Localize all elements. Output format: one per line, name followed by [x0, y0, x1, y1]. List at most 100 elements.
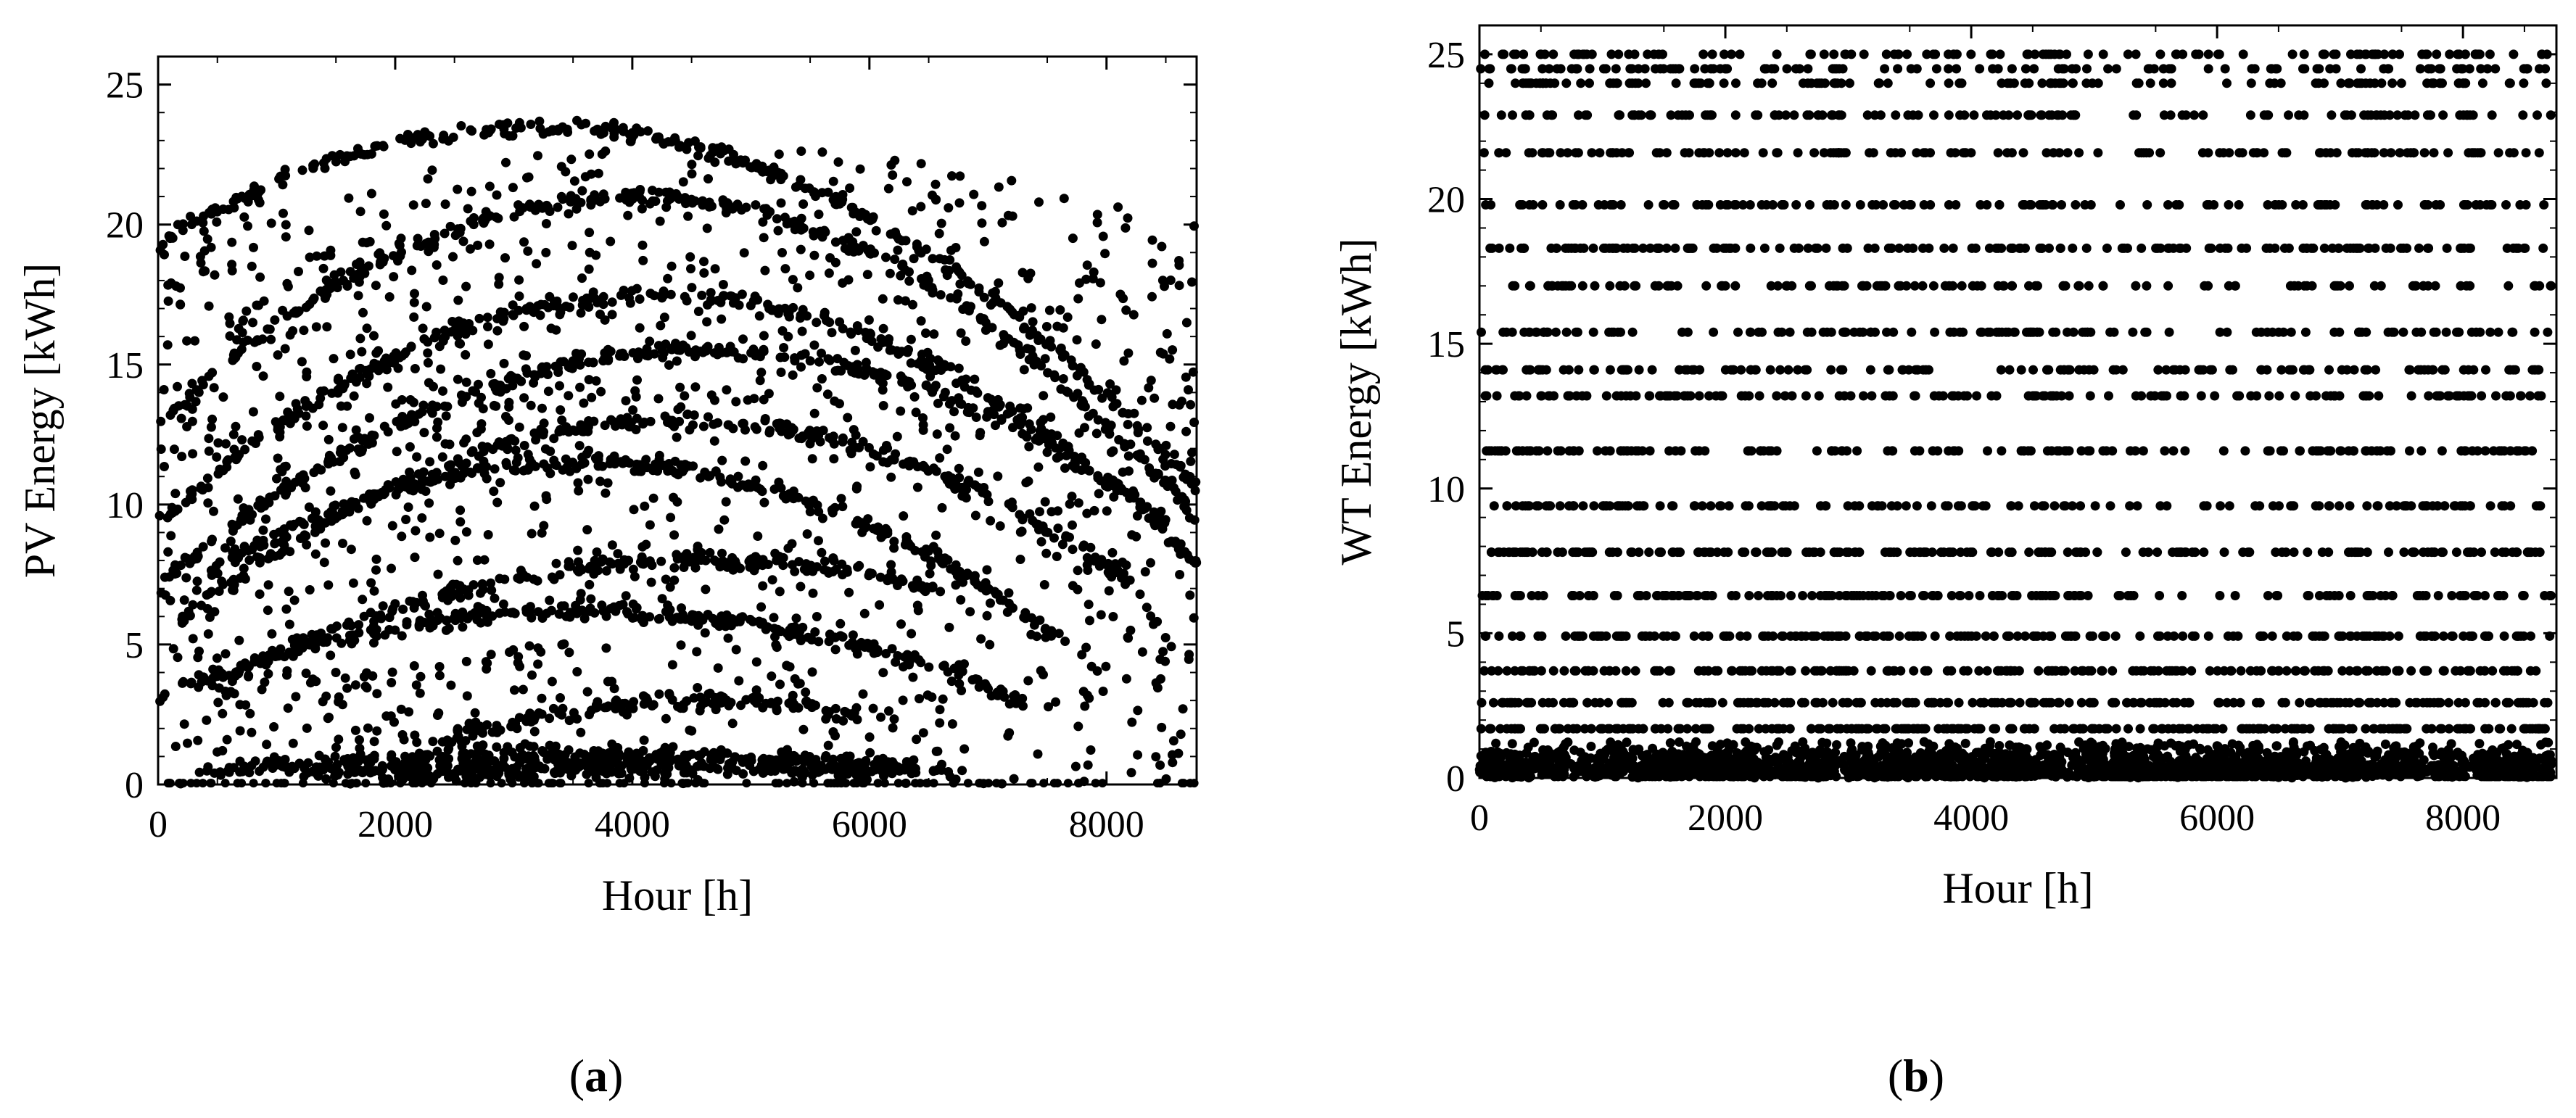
pv-point: [281, 220, 291, 230]
pv-point: [438, 386, 447, 396]
pv-point: [921, 328, 930, 338]
pv-point: [1105, 569, 1115, 579]
pv-point: [197, 376, 207, 386]
pv-point: [450, 535, 461, 545]
pv-point: [288, 738, 298, 748]
pv-x-tick-label: 8000: [1069, 804, 1144, 845]
pv-point: [835, 317, 845, 327]
pv-point: [1067, 492, 1077, 502]
pv-point: [323, 713, 333, 724]
pv-point: [233, 779, 242, 788]
pv-point: [549, 434, 559, 444]
pv-point: [289, 413, 300, 423]
pv-point: [769, 613, 779, 623]
pv-point: [1135, 589, 1145, 600]
pv-point: [361, 779, 371, 788]
pv-point: [303, 758, 313, 768]
pv-point: [521, 364, 531, 374]
pv-point: [684, 196, 694, 206]
panel-a-label-close: ): [608, 1050, 623, 1101]
pv-point: [524, 641, 534, 651]
pv-point: [242, 335, 252, 345]
pv-point: [326, 516, 337, 526]
pv-point: [395, 241, 405, 251]
pv-point: [639, 618, 648, 627]
pv-point: [297, 357, 307, 367]
pv-point: [1091, 339, 1101, 349]
pv-point: [522, 713, 532, 723]
pv-point: [635, 294, 645, 304]
pv-point: [893, 295, 903, 305]
pv-point: [771, 779, 780, 788]
pv-point: [696, 547, 706, 558]
pv-point: [881, 441, 891, 450]
pv-point: [940, 254, 949, 265]
pv-point: [812, 612, 822, 621]
pv-point: [886, 455, 896, 465]
pv-point: [942, 444, 952, 455]
pv-point: [1127, 717, 1137, 727]
pv-point: [497, 779, 506, 788]
pv-point: [780, 264, 790, 274]
pv-point: [239, 563, 249, 574]
pv-x-tick-label: 4000: [595, 804, 670, 845]
pv-point: [974, 682, 984, 692]
pv-point: [1039, 391, 1049, 401]
pv-point: [1137, 647, 1147, 657]
pv-point: [344, 193, 354, 203]
pv-point: [336, 401, 346, 411]
pv-point: [409, 397, 418, 407]
pv-point: [746, 300, 756, 310]
pv-point: [814, 536, 823, 546]
pv-point: [550, 768, 561, 778]
pv-point: [511, 465, 521, 476]
pv-point: [176, 299, 186, 310]
pv-point: [796, 362, 806, 372]
pv-point: [957, 376, 967, 385]
pv-point: [350, 680, 360, 690]
pv-point: [188, 634, 198, 644]
pv-point: [718, 280, 728, 289]
pv-point: [1094, 384, 1104, 394]
pv-point: [807, 770, 817, 780]
pv-point: [788, 426, 798, 436]
pv-point: [1049, 779, 1059, 788]
pv-point: [556, 405, 566, 415]
pv-point: [1187, 277, 1197, 287]
pv-point: [988, 405, 998, 415]
pv-point: [1147, 235, 1157, 245]
pv-point: [584, 416, 594, 426]
pv-point: [384, 625, 395, 634]
pv-point: [326, 245, 336, 255]
pv-point: [770, 548, 780, 558]
pv-point: [706, 288, 716, 298]
pv-point: [1033, 749, 1043, 759]
pv-point: [401, 515, 411, 524]
pv-point: [653, 341, 664, 351]
pv-point: [410, 552, 420, 563]
pv-point: [682, 410, 693, 420]
pv-point: [340, 673, 350, 683]
pv-point: [726, 697, 736, 708]
pv-point: [788, 370, 798, 380]
pv-point: [1022, 432, 1032, 442]
pv-point: [419, 600, 429, 610]
pv-point: [249, 242, 258, 252]
pv-point: [928, 766, 938, 776]
pv-point: [728, 154, 738, 165]
pv-point: [856, 763, 867, 773]
pv-point: [1007, 307, 1017, 317]
pv-point: [1068, 233, 1078, 244]
pv-point: [334, 692, 344, 702]
pv-point: [577, 605, 587, 616]
pv-point: [783, 745, 792, 755]
pv-point: [227, 265, 237, 276]
pv-point: [530, 712, 540, 722]
pv-point: [802, 566, 812, 576]
pv-point: [927, 283, 937, 293]
wt-point: [1559, 666, 1569, 676]
pv-point: [756, 602, 767, 612]
pv-point: [714, 342, 724, 352]
pv-point: [207, 681, 218, 691]
pv-point: [207, 414, 218, 424]
